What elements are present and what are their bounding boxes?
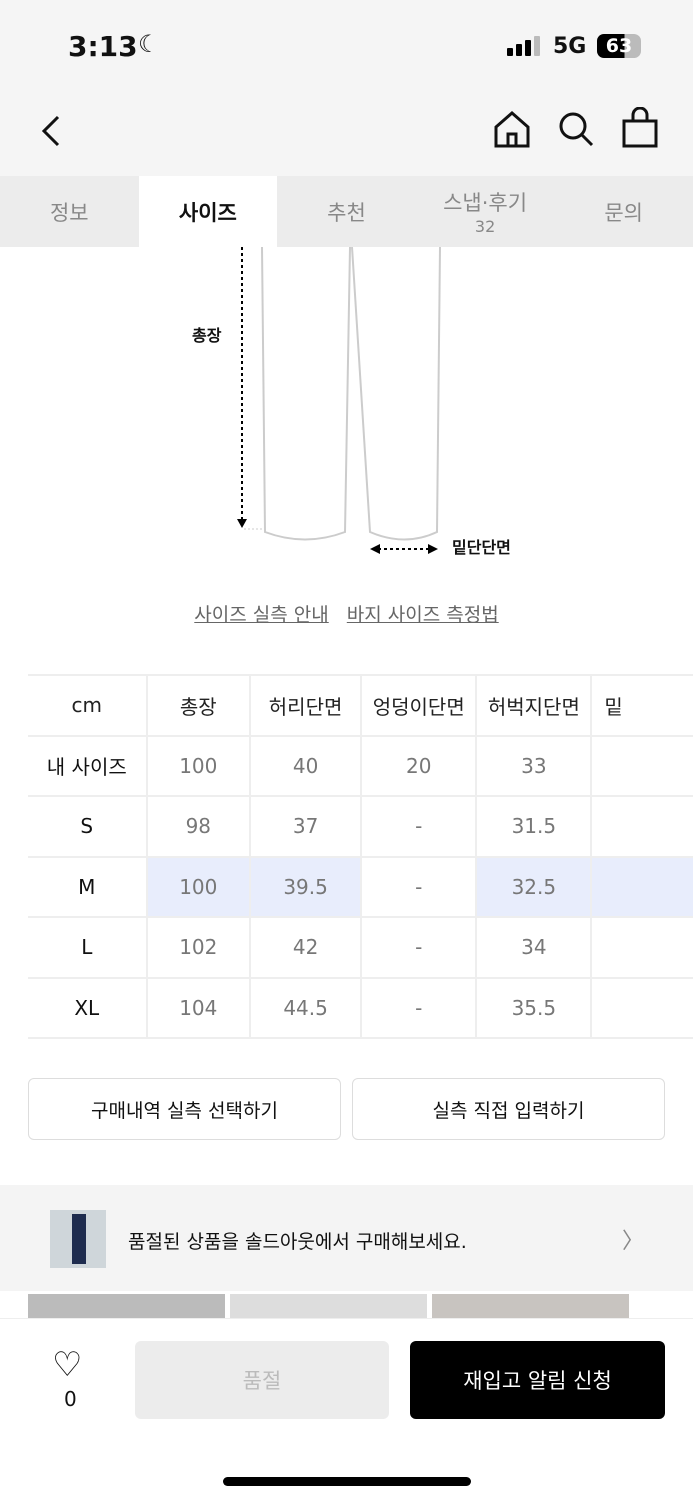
- table-header-row: cm 총장 허리단면 엉덩이단면 허벅지단면 밑: [28, 674, 693, 737]
- table-cell: [590, 734, 693, 797]
- table-cell: [590, 916, 693, 979]
- recommend-images: [28, 1294, 629, 1318]
- column-header: 총장: [145, 674, 252, 737]
- size-label: 내 사이즈: [28, 734, 148, 797]
- recommend-image[interactable]: [28, 1294, 225, 1318]
- recommend-image[interactable]: [230, 1294, 427, 1318]
- size-label: L: [28, 916, 148, 979]
- size-label: XL: [28, 976, 148, 1039]
- column-header: 허리단면: [249, 674, 363, 737]
- table-cell: 98: [145, 795, 252, 858]
- table-cell: 33: [475, 734, 593, 797]
- signal-icon: [507, 36, 540, 56]
- table-cell: 102: [145, 916, 252, 979]
- measure-guide-link[interactable]: 바지 사이즈 측정법: [346, 604, 499, 626]
- heart-icon[interactable]: ♡: [52, 1345, 83, 1385]
- table-cell: 104: [145, 976, 252, 1039]
- review-count: 32: [474, 217, 496, 236]
- table-cell: [590, 855, 693, 918]
- size-label: S: [28, 795, 148, 858]
- table-cell: 32.5: [475, 855, 593, 918]
- table-cell: 40: [249, 734, 363, 797]
- table-cell: [590, 976, 693, 1039]
- hem-label: 밑단단면: [452, 538, 511, 557]
- column-header: cm: [28, 674, 148, 737]
- nav-bar: [0, 95, 693, 176]
- size-table: cm 총장 허리단면 엉덩이단면 허벅지단면 밑 내 사이즈 100 40 20 33 S 98 37-3…: [28, 674, 693, 1039]
- table-cell: 20: [360, 734, 478, 797]
- status-bar: 3:13 ☾ 5G 63: [0, 0, 693, 95]
- table-cell: -: [360, 795, 478, 858]
- restock-alert-button[interactable]: 재입고 알림 신청: [410, 1341, 665, 1419]
- search-icon[interactable]: [556, 109, 596, 149]
- column-header: 엉덩이단면: [360, 674, 478, 737]
- manual-input-button[interactable]: 실측 직접 입력하기: [352, 1078, 665, 1140]
- table-cell: 34: [475, 916, 593, 979]
- table-row: S 98 37-31.5: [28, 795, 693, 858]
- moon-icon: ☾: [138, 30, 160, 58]
- tab-bar: 정보 사이즈 추천 스냅·후기 32 문의: [0, 176, 693, 247]
- size-guide-link[interactable]: 사이즈 실측 안내: [194, 604, 329, 626]
- back-icon[interactable]: [38, 113, 64, 149]
- tab-info[interactable]: 정보: [49, 200, 89, 225]
- network-label: 5G: [553, 34, 587, 59]
- table-cell: -: [360, 916, 478, 979]
- sold-out-button: 품절: [135, 1341, 389, 1419]
- table-cell: -: [360, 976, 478, 1039]
- clock: 3:13: [68, 30, 138, 63]
- pants-outline: [237, 247, 441, 554]
- tab-inquiry[interactable]: 문의: [604, 200, 643, 225]
- size-links: 사이즈 실측 안내 바지 사이즈 측정법: [0, 600, 693, 627]
- recommend-image[interactable]: [432, 1294, 629, 1318]
- size-label: M: [28, 855, 148, 918]
- table-cell: 100: [145, 855, 252, 918]
- size-diagram: 총장 밑단단면: [0, 247, 693, 577]
- table-cell: 42: [249, 916, 363, 979]
- table-cell: 37: [249, 795, 363, 858]
- column-header: 허벅지단면: [475, 674, 593, 737]
- table-cell: 44.5: [249, 976, 363, 1039]
- tab-recommend[interactable]: 추천: [327, 200, 366, 225]
- purchase-history-button[interactable]: 구매내역 실측 선택하기: [28, 1078, 341, 1140]
- battery-icon: 63: [597, 34, 641, 58]
- table-cell: 100: [145, 734, 252, 797]
- table-cell: -: [360, 855, 478, 918]
- table-row: M 100 39.5-32.5: [28, 855, 693, 918]
- length-label: 총장: [192, 326, 222, 345]
- table-row: XL 104 44.5-35.5: [28, 976, 693, 1039]
- table-cell: 35.5: [475, 976, 593, 1039]
- banner-text: 품절된 상품을 솔드아웃에서 구매해보세요.: [128, 1231, 467, 1253]
- table-cell: 39.5: [249, 855, 363, 918]
- home-indicator: [223, 1477, 471, 1486]
- tab-size[interactable]: 사이즈: [138, 176, 278, 247]
- soldout-banner[interactable]: 품절된 상품을 솔드아웃에서 구매해보세요. 〉: [0, 1185, 693, 1291]
- bottom-bar: ♡ 0 품절 재입고 알림 신청: [0, 1318, 693, 1500]
- table-cell: [590, 795, 693, 858]
- cart-icon[interactable]: [620, 107, 660, 149]
- table-row: 내 사이즈 100 40 20 33: [28, 734, 693, 797]
- tab-snap-review[interactable]: 스냅·후기 32: [443, 191, 528, 236]
- product-thumbnail: [50, 1210, 106, 1268]
- chevron-right-icon: 〉: [622, 1229, 645, 1254]
- table-row: L 102 42-34: [28, 916, 693, 979]
- home-icon[interactable]: [492, 109, 532, 149]
- table-cell: 31.5: [475, 795, 593, 858]
- like-count: 0: [64, 1387, 77, 1411]
- column-header: 밑: [590, 674, 693, 737]
